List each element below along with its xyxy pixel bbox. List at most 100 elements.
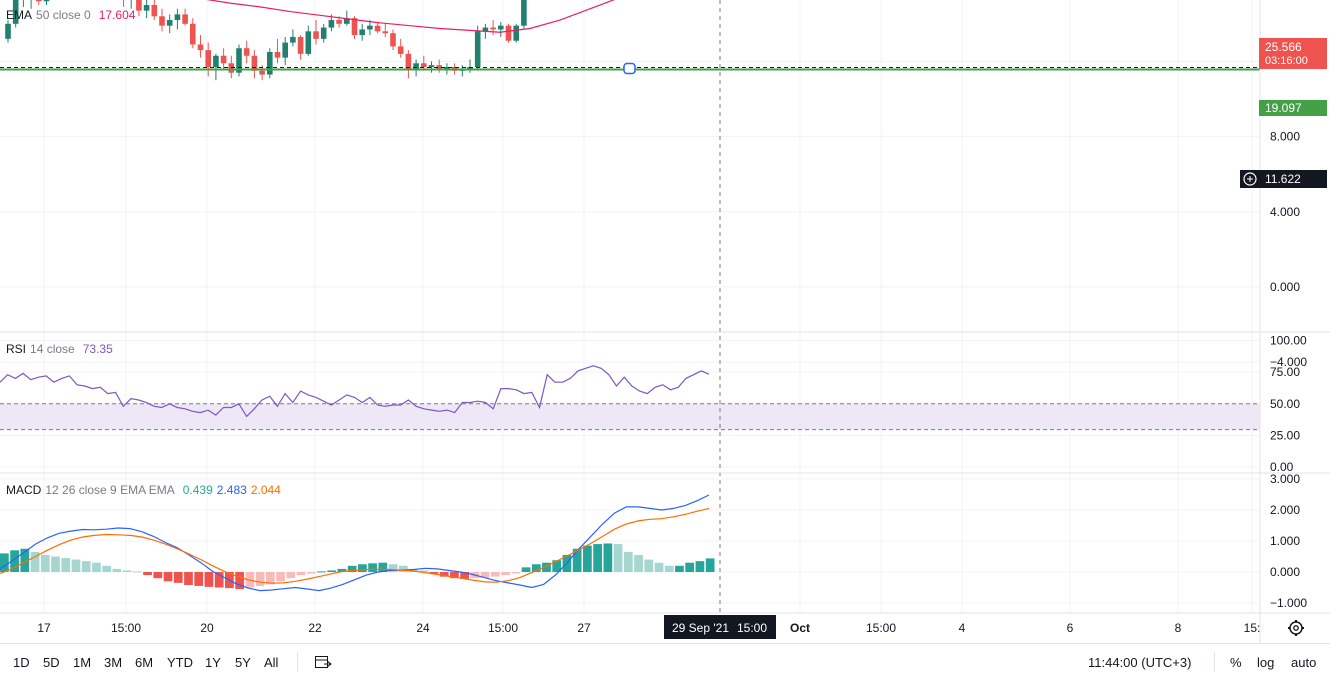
hline-price-badge: 19.097	[1259, 100, 1327, 116]
log-scale-toggle[interactable]: log	[1257, 655, 1275, 670]
ema-legend[interactable]: EMA 50 close 0 17.604	[6, 8, 139, 22]
macd-histogram-bar	[204, 572, 214, 587]
candle-body	[328, 20, 335, 28]
candle-body	[413, 63, 419, 69]
macd-tick-label: 2.000	[1270, 503, 1300, 517]
macd-legend[interactable]: MACD 12 26 close 9 EMA EMA 0.439 2.483 2.044	[6, 483, 285, 497]
last-price-value: 25.566	[1265, 40, 1302, 54]
timeframe-all[interactable]: All	[264, 655, 279, 670]
candle-body	[43, 0, 50, 2]
time-axis[interactable]: 17 15:00 20 22 24 15:00 27 Oct 15:00 4 6 8 15:	[37, 621, 1260, 635]
candle-body	[5, 23, 11, 39]
macd-histogram-bar	[695, 561, 705, 572]
toolbar-divider	[297, 652, 298, 672]
macd-histogram-bar	[0, 553, 9, 572]
macd-histogram-bar	[132, 571, 142, 573]
candle-body	[220, 55, 227, 64]
crosshair-date: 29 Sep '21	[672, 621, 729, 635]
candle-body	[282, 42, 288, 58]
candle-body	[498, 25, 504, 30]
countdown-value: 03:16:00	[1265, 55, 1308, 67]
plus-circle-icon	[1243, 172, 1257, 186]
candle-body	[190, 23, 196, 45]
candle-body	[143, 5, 150, 11]
candle-body	[205, 50, 211, 68]
ema-legend-params: 50 close 0	[36, 8, 91, 22]
timeframe-1m[interactable]: 1M	[73, 655, 92, 670]
macd-axis[interactable]: 3.000 2.000 1.000 0.000 −1.000	[1270, 472, 1307, 610]
macd-histogram-bar	[235, 572, 244, 590]
macd-tick-label: 1.000	[1270, 534, 1300, 548]
candle-body	[421, 63, 427, 68]
auto-scale-toggle[interactable]: auto	[1291, 655, 1317, 670]
candle-body	[390, 33, 396, 47]
timeframe-ytd[interactable]: YTD	[167, 655, 193, 670]
timeframe-1d[interactable]: 1D	[13, 655, 30, 670]
candle-body	[274, 52, 281, 58]
chart-grid	[0, 0, 1260, 613]
percent-scale-toggle[interactable]: %	[1230, 655, 1242, 670]
candle-body	[182, 14, 188, 24]
macd-histogram-bar	[552, 560, 562, 572]
rsi-tick-label: 0.00	[1270, 460, 1294, 474]
candle-body	[251, 55, 258, 71]
macd-histogram-bar	[143, 572, 152, 576]
timeframe-5y[interactable]: 5Y	[235, 655, 251, 670]
macd-histogram-bar	[102, 565, 112, 572]
macd-histogram-bar	[194, 572, 204, 586]
rsi-legend-name: RSI	[6, 342, 27, 356]
timeframe-5d[interactable]: 5D	[43, 655, 60, 670]
candle-body	[213, 55, 219, 68]
time-tick-label: Oct	[790, 621, 810, 635]
candle-body	[490, 27, 496, 30]
macd-histogram-bar	[531, 564, 541, 572]
rsi-legend[interactable]: RSI 14 close 73.35	[6, 342, 117, 356]
rsi-legend-params: 14 close	[30, 342, 75, 356]
macd-histogram-bar	[603, 543, 613, 572]
macd-histogram-bar	[450, 572, 459, 579]
candle-body	[267, 52, 273, 75]
macd-histogram-bar	[490, 572, 500, 577]
macd-histogram-bar	[675, 565, 684, 572]
add-alert-button[interactable]	[1240, 170, 1260, 188]
macd-histogram-bar	[306, 572, 316, 574]
price-tick-label: 4.000	[1270, 205, 1300, 219]
date-range-icon[interactable]	[314, 654, 332, 670]
macd-histogram-bar	[511, 572, 521, 574]
macd-histogram-bar	[644, 559, 654, 572]
time-tick-label: 27	[577, 621, 591, 635]
candle-body	[259, 70, 265, 75]
macd-histogram-bar	[654, 562, 664, 572]
candle-body	[521, 0, 527, 26]
macd-histogram-bar	[71, 559, 81, 572]
time-tick-label: 15:00	[866, 621, 896, 635]
macd-histogram-bar	[163, 572, 173, 582]
time-tick-label: 20	[200, 621, 214, 635]
line-drag-handle[interactable]	[623, 62, 636, 75]
candle-body	[136, 0, 142, 11]
macd-histogram-bar	[613, 544, 623, 572]
candle-body	[344, 18, 350, 24]
macd-histogram-bar	[705, 558, 715, 572]
macd-tick-label: −1.000	[1270, 596, 1307, 610]
timeframe-1y[interactable]: 1Y	[205, 655, 221, 670]
bottom-toolbar: 1D 5D 1M 3M 6M YTD 1Y 5Y All 11:44:00 (U…	[0, 643, 1330, 681]
clock-timezone[interactable]: 11:44:00 (UTC+3)	[1088, 655, 1192, 670]
macd-histogram-bar	[501, 572, 510, 576]
gear-icon[interactable]	[1288, 620, 1304, 636]
timeframe-3m[interactable]: 3M	[104, 655, 123, 670]
candle-body	[166, 20, 173, 26]
macd-histogram-bar	[398, 565, 408, 572]
macd-histogram-bar	[61, 558, 71, 572]
candle-body	[359, 29, 365, 36]
macd-histogram-bar	[327, 570, 337, 572]
timeframe-6m[interactable]: 6M	[135, 655, 154, 670]
macd-histogram-bar	[439, 572, 449, 577]
rsi-axis[interactable]: 100.00 75.00 50.00 25.00 0.00	[1270, 334, 1307, 475]
ema-line	[206, 0, 616, 33]
macd-histogram-bar	[276, 572, 285, 582]
crosshair-time-label	[664, 615, 776, 639]
macd-histogram-bar	[30, 551, 40, 572]
